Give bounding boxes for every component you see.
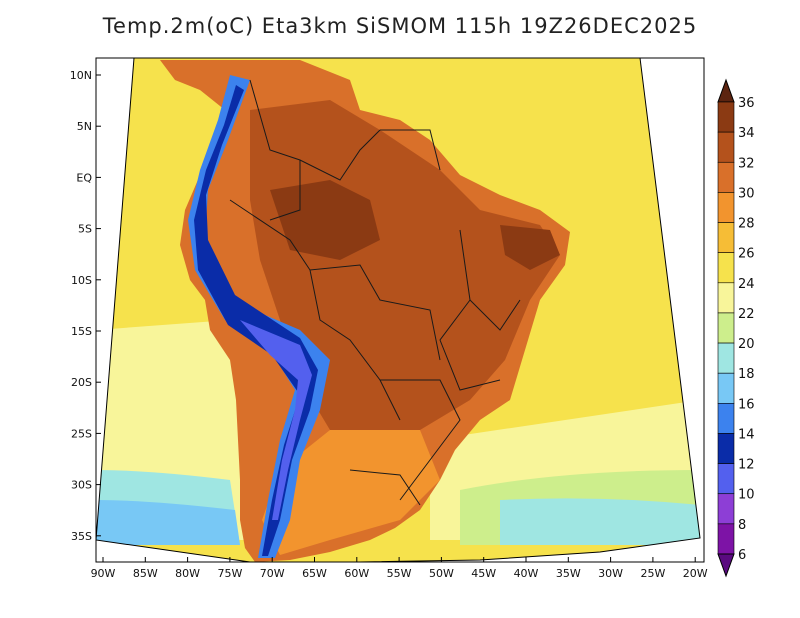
colorbar-label: 16 bbox=[738, 397, 755, 412]
lon-tick-label: 40W bbox=[514, 567, 539, 580]
south-atlantic-cold-zone bbox=[500, 498, 700, 545]
lon-tick-label: 65W bbox=[302, 567, 327, 580]
colorbar: 36 34 32 30 28 26 24 22 20 18 16 14 12 10 8 6 bbox=[717, 78, 755, 578]
colorbar-label: 24 bbox=[738, 277, 755, 292]
colorbar-label: 20 bbox=[738, 337, 755, 352]
lon-tick-label: 50W bbox=[429, 567, 454, 580]
temperature-field bbox=[96, 58, 700, 562]
lat-tick-label: 10N bbox=[70, 69, 92, 82]
lon-tick-label: 55W bbox=[387, 567, 412, 580]
colorbar-label: 12 bbox=[738, 458, 755, 473]
latitude-axis: 10N 5N EQ 5S 10S 15S 20S 25S 30S 35S bbox=[70, 69, 101, 543]
colorbar-label: 32 bbox=[738, 156, 755, 171]
colorbar-swatch bbox=[717, 222, 735, 253]
colorbar-swatch bbox=[717, 493, 735, 525]
colorbar-label: 30 bbox=[738, 186, 755, 201]
lon-tick-label: 45W bbox=[471, 567, 496, 580]
andes-purple-core bbox=[240, 320, 312, 520]
colorbar-label: 8 bbox=[738, 518, 746, 533]
map-title: Temp.2m(oC) Eta3km SiSMOM 115h 19Z26DEC2… bbox=[102, 14, 698, 38]
colorbar-label: 22 bbox=[738, 307, 755, 322]
lon-tick-label: 20W bbox=[683, 567, 708, 580]
pacific-cold-zone bbox=[96, 500, 240, 545]
lon-tick-label: 85W bbox=[133, 567, 158, 580]
andes-cold-strip bbox=[194, 85, 318, 556]
colorbar-label: 34 bbox=[738, 126, 755, 141]
lat-tick-label: 30S bbox=[71, 479, 92, 492]
colorbar-swatch bbox=[717, 192, 735, 223]
colorbar-label: 18 bbox=[738, 367, 755, 382]
colorbar-min-arrow bbox=[717, 553, 735, 578]
lon-tick-label: 80W bbox=[175, 567, 200, 580]
country-borders bbox=[229, 79, 521, 506]
colorbar-swatch bbox=[717, 403, 735, 434]
lon-tick-label: 60W bbox=[344, 567, 369, 580]
colorbar-swatch bbox=[717, 342, 735, 374]
atlantic-warm-zone bbox=[350, 58, 660, 310]
colorbar-swatch bbox=[717, 372, 735, 404]
plot-frame bbox=[95, 57, 705, 563]
lon-tick-label: 30W bbox=[598, 567, 623, 580]
colorbar-swatch bbox=[717, 282, 735, 314]
colorbar-swatch bbox=[717, 131, 735, 163]
colorbar-swatch bbox=[717, 463, 735, 495]
colorbar-swatch bbox=[717, 101, 735, 133]
lon-tick-label: 75W bbox=[217, 567, 242, 580]
lat-tick-label: 5N bbox=[77, 120, 92, 133]
map-domain-outline bbox=[95, 57, 701, 563]
colorbar-label: 26 bbox=[738, 247, 755, 262]
land-extreme-northeast bbox=[500, 225, 560, 270]
lat-tick-label: 35S bbox=[71, 530, 92, 543]
lat-tick-label: 10S bbox=[71, 274, 92, 287]
colorbar-swatch bbox=[717, 161, 735, 193]
lat-tick-label: 25S bbox=[71, 427, 92, 440]
colorbar-label: 14 bbox=[738, 427, 755, 442]
colorbar-label: 28 bbox=[738, 217, 755, 232]
colorbar-max-arrow bbox=[717, 78, 735, 103]
lon-tick-label: 35W bbox=[556, 567, 581, 580]
colorbar-swatch bbox=[717, 433, 735, 464]
colorbar-label: 6 bbox=[738, 548, 746, 563]
lon-tick-label: 25W bbox=[640, 567, 665, 580]
lon-tick-label: 90W bbox=[91, 567, 116, 580]
lat-tick-label: 15S bbox=[71, 325, 92, 338]
colorbar-swatch bbox=[717, 252, 735, 284]
colorbar-swatch bbox=[717, 523, 735, 555]
lat-tick-label: 20S bbox=[71, 376, 92, 389]
lat-tick-label: 5S bbox=[78, 223, 92, 236]
colorbar-label: 36 bbox=[738, 96, 755, 111]
lon-tick-label: 70W bbox=[260, 567, 285, 580]
colorbar-swatch bbox=[717, 312, 735, 344]
colorbar-label: 10 bbox=[738, 488, 755, 503]
longitude-axis: 90W 85W 80W 75W 70W 65W 60W 55W 50W 45W 40W 35W 30W 2… bbox=[91, 557, 708, 580]
land-extreme-zone bbox=[270, 180, 380, 260]
lat-tick-label: EQ bbox=[76, 171, 92, 184]
land-warm-south bbox=[262, 430, 440, 555]
